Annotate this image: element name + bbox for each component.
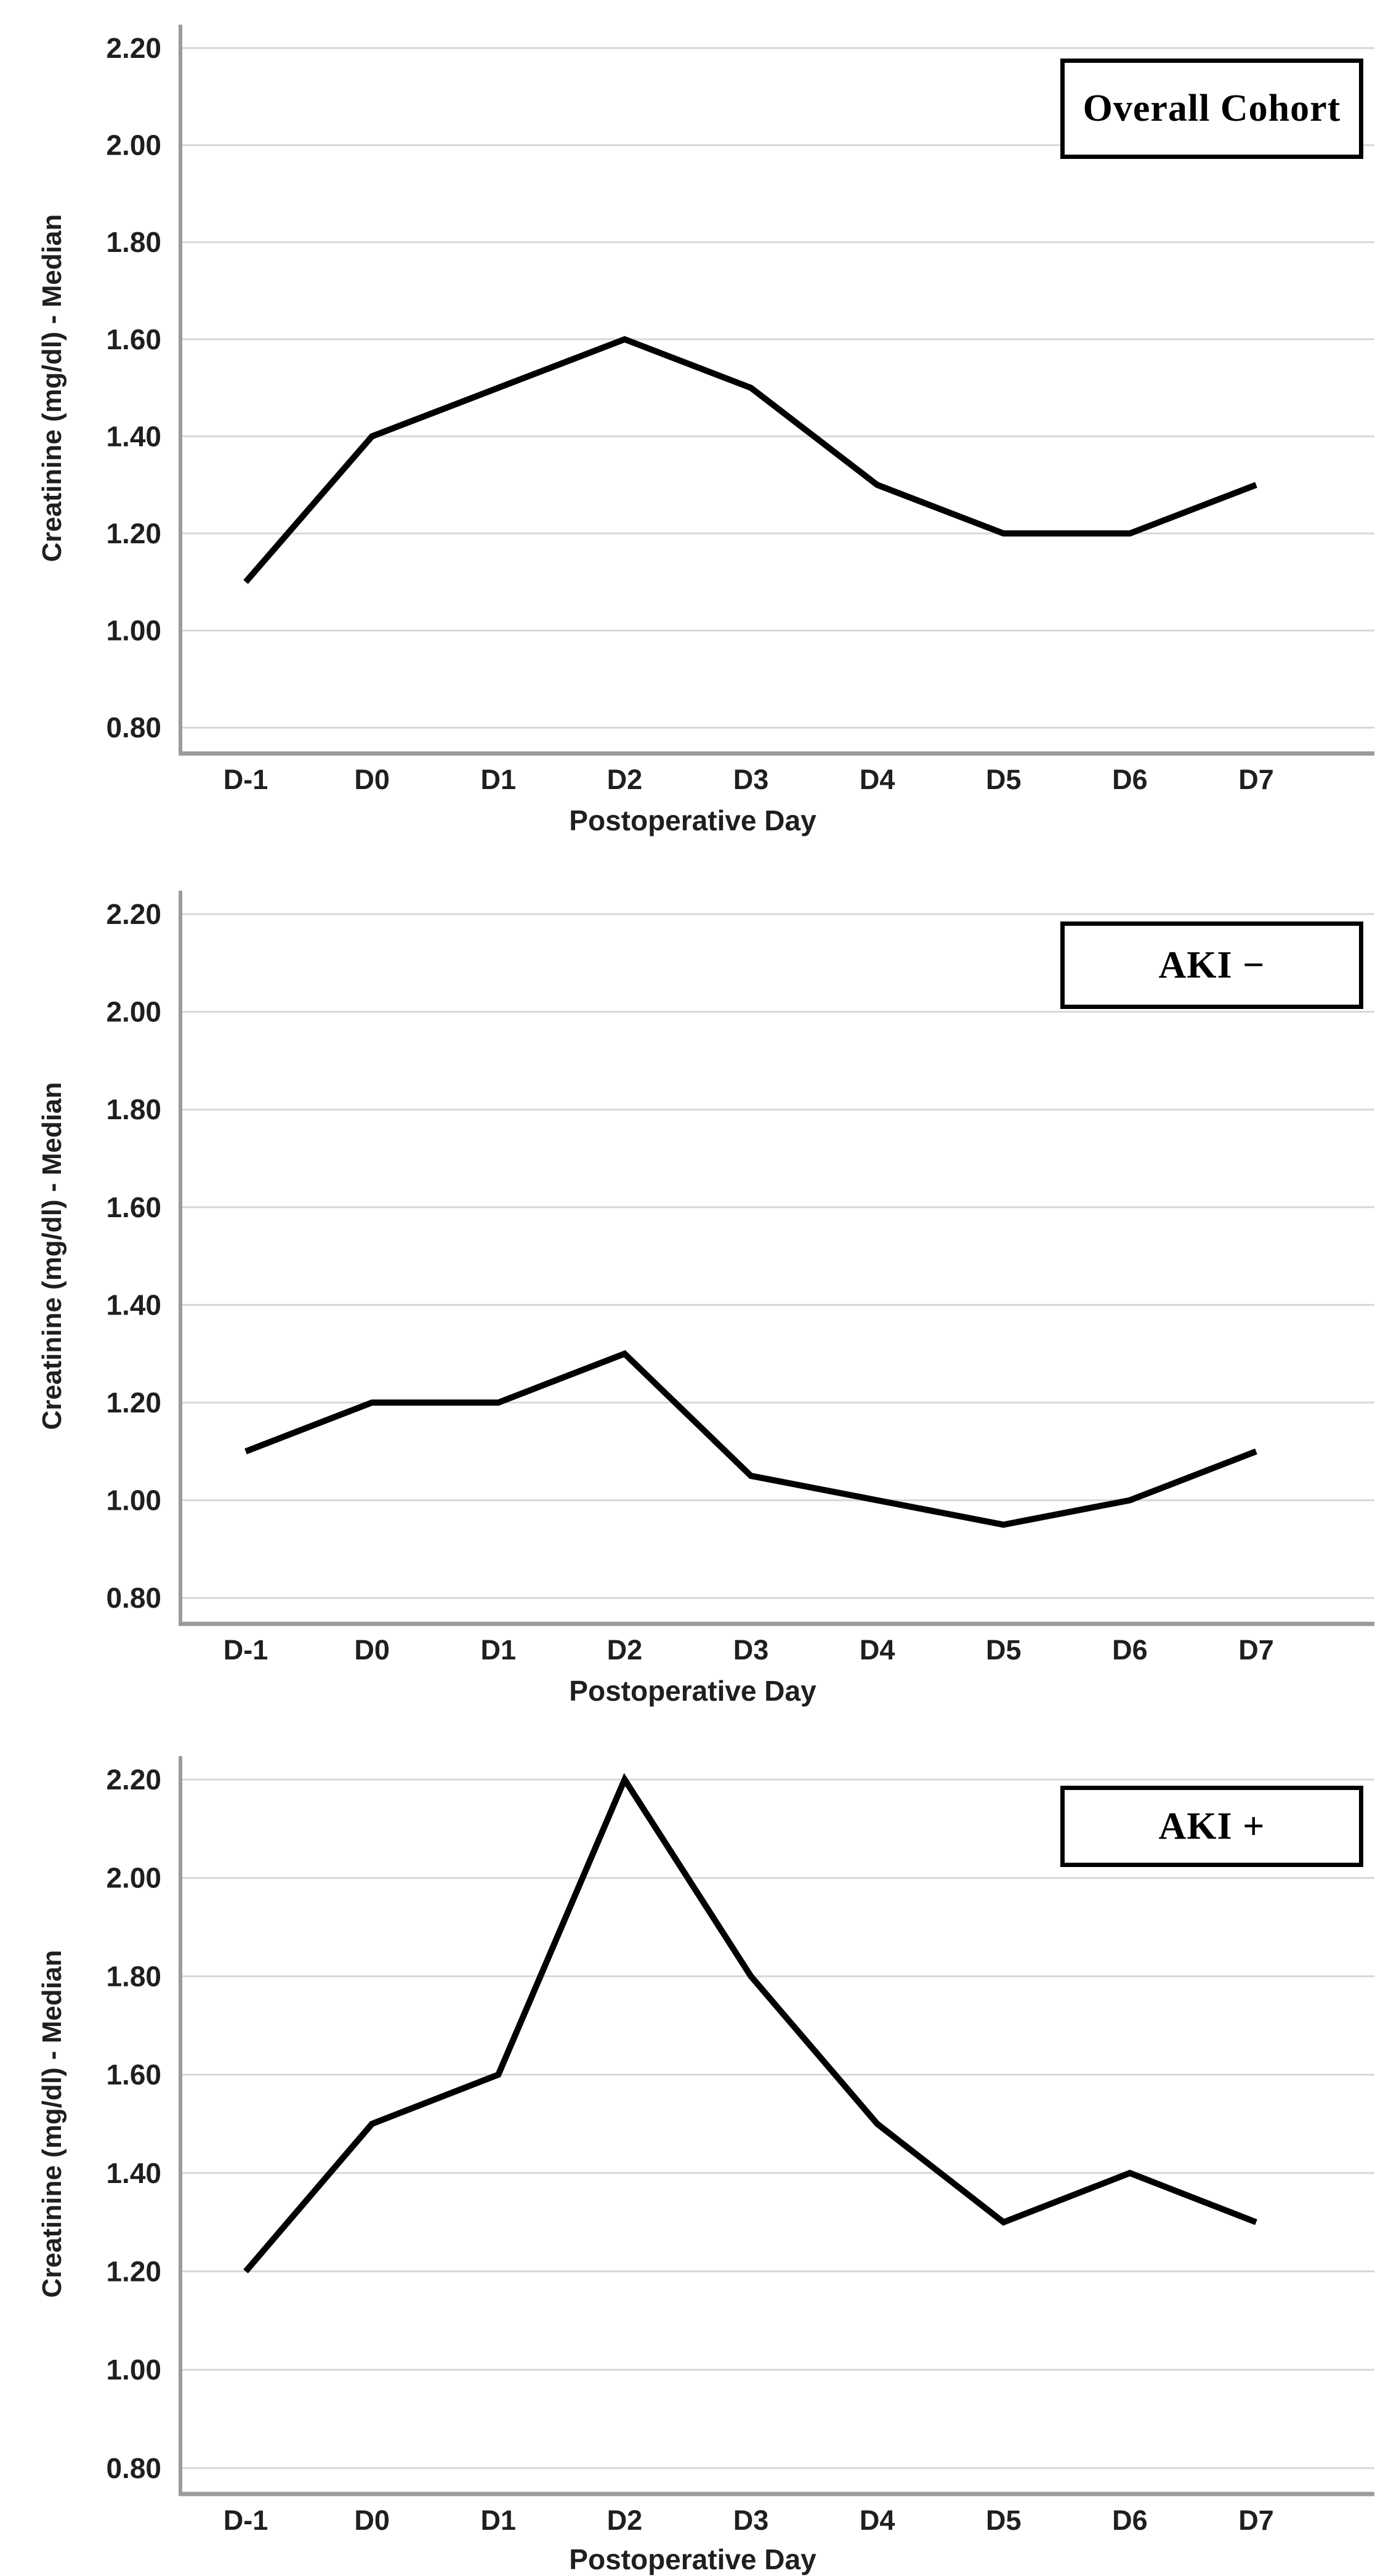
y-tick-label: 0.80 [106,2452,161,2484]
y-tick-label: 1.40 [106,420,161,452]
y-tick-label: 1.40 [106,1289,161,1321]
panel-label: Overall Cohort [1083,87,1341,129]
x-tick-label: D2 [607,1634,643,1666]
x-tick-label: D7 [1238,764,1274,795]
aki-positive-line-chart: 2.202.001.801.601.401.201.000.80D-1 D0 D1 D… [106,1756,1374,2536]
y-tick-label: 1.00 [106,615,161,647]
series-line [243,1773,1257,2274]
aki-negative-line-chart: 2.202.001.801.601.401.201.000.80D-1 D0 D1 D… [106,891,1374,1666]
panel-aki-positive: 2.20 2.00 1.80 1.60 1.40 1.20 1.00 0.80 D-1 D0 D1 D… [0,1716,1383,2575]
y-tick-label: 2.00 [106,996,161,1028]
series-line [243,336,1257,585]
x-tick-label: D1 [480,1634,516,1666]
x-tick-label: D5 [986,764,1022,795]
y-tick-label: 2.20 [106,898,161,930]
y-tick-label: 0.80 [106,1582,161,1614]
panel-label: AKI + [1158,1805,1265,1847]
x-tick-label: D0 [354,1634,390,1666]
y-tick-label: 1.20 [106,2256,161,2288]
y-axis-title-text: Creatinine (mg/dl) - Median [37,214,67,562]
panel-aki-negative: 2.20 2.00 1.80 1.60 1.40 1.20 1.00 0.80 D-1 D0 D1 D… [0,858,1383,1716]
gridlines [180,913,1374,1599]
panel-label: AKI − [1158,944,1265,986]
y-tick-label: 1.80 [106,1960,161,1992]
x-tick-label: D7 [1238,1634,1274,1666]
x-tick-label: D3 [733,2505,769,2536]
y-tick-labels: 2.20 2.00 1.80 1.60 1.40 1.20 1.00 0.80 [106,898,161,1614]
x-tick-label: D4 [860,764,895,795]
y-tick-label: 1.20 [106,517,161,549]
y-tick-label: 1.80 [106,226,161,258]
x-tick-label: D0 [354,764,390,795]
y-tick-label: 1.20 [106,1387,161,1419]
x-tick-labels: D-1 D0 D1 D2 D3 D4 D5 D6 D7 [224,2505,1274,2536]
overall-cohort-line-chart: 2.202.001.801.601.401.201.000.80D-1 D0 D1 D… [106,25,1374,795]
panel-label-box: AKI − [1060,921,1363,1009]
y-axis-title-text: Creatinine (mg/dl) - Median [37,1950,67,2298]
y-tick-label: 0.80 [106,711,161,743]
x-tick-label: D-1 [224,764,268,795]
x-axis-title: Postoperative Day [569,804,816,836]
panel-label-box: Overall Cohort [1060,59,1363,159]
x-tick-label: D5 [986,1634,1022,1666]
x-tick-label: D2 [607,2505,643,2536]
x-tick-label: D6 [1112,2505,1148,2536]
gridlines [180,1778,1374,2469]
x-tick-label: D6 [1112,1634,1148,1666]
series-line [244,1350,1257,1528]
x-tick-label: D-1 [224,2505,268,2536]
y-tick-label: 1.00 [106,1484,161,1517]
y-tick-label: 2.20 [106,32,161,64]
x-tick-label: D0 [354,2505,390,2536]
x-tick-label: D5 [986,2505,1022,2536]
x-tick-label: D3 [733,764,769,795]
y-tick-labels: 2.20 2.00 1.80 1.60 1.40 1.20 1.00 0.80 [106,1764,161,2484]
y-tick-label: 2.20 [106,1764,161,1796]
x-tick-label: D3 [733,1634,769,1666]
y-tick-label: 2.00 [106,1862,161,1894]
x-tick-label: D4 [860,1634,895,1666]
y-tick-label: 1.00 [106,2354,161,2386]
panel-label-box: AKI + [1060,1786,1363,1867]
x-axis-title: Postoperative Day [569,2543,816,2575]
x-tick-labels: D-1 D0 D1 D2 D3 D4 D5 D6 D7 [224,764,1274,795]
x-tick-label: D7 [1238,2505,1274,2536]
y-axis-title-text: Creatinine (mg/dl) - Median [37,1082,67,1430]
x-tick-label: D1 [480,2505,516,2536]
y-tick-label: 1.60 [106,2059,161,2091]
x-tick-label: D6 [1112,764,1148,795]
x-tick-label: D-1 [224,1634,268,1666]
x-tick-label: D4 [860,2505,895,2536]
y-tick-label: 1.60 [106,323,161,355]
y-tick-label: 1.60 [106,1191,161,1223]
x-tick-label: D2 [607,764,643,795]
y-tick-label: 2.00 [106,129,161,161]
y-tick-label: 1.40 [106,2157,161,2189]
x-tick-labels: D-1 D0 D1 D2 D3 D4 D5 D6 D7 [224,1634,1274,1666]
x-axis-title: Postoperative Day [569,1675,816,1707]
x-tick-label: D1 [480,764,516,795]
y-tick-labels: 2.20 2.00 1.80 1.60 1.40 1.20 1.00 0.80 [106,32,161,743]
y-tick-label: 1.80 [106,1093,161,1125]
panel-overall-cohort: 2.20 2.00 1.80 1.60 1.40 1.20 1.00 0.80 D-1 D0 D1 D… [0,0,1383,858]
